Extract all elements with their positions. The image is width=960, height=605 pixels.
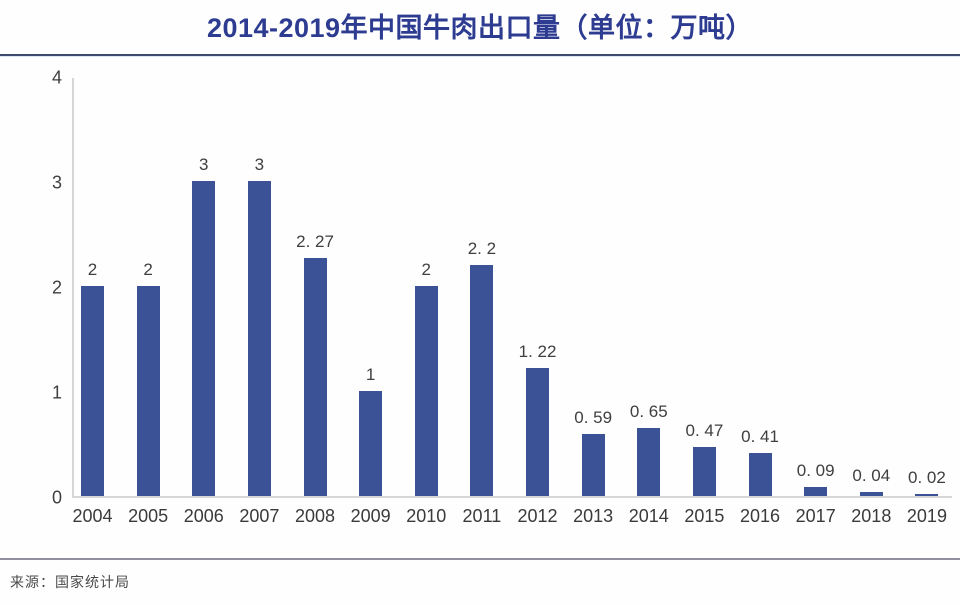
bar-value-label: 0. 04 xyxy=(852,465,891,485)
x-axis-tick-label: 2005 xyxy=(128,506,169,526)
x-axis-tick-label: 2012 xyxy=(517,506,558,526)
bar-2019 xyxy=(915,493,939,496)
y-axis-tick-label: 3 xyxy=(51,172,62,193)
x-axis-tick-label: 2014 xyxy=(628,506,669,526)
y-axis-tick-label: 4 xyxy=(51,67,62,88)
bar-value-label: 0. 59 xyxy=(574,408,613,428)
bar-2005 xyxy=(136,286,160,496)
x-axis-tick-label: 2015 xyxy=(684,506,725,526)
x-axis-tick-label: 2016 xyxy=(740,506,781,526)
bar-value-label: 0. 47 xyxy=(685,420,724,440)
bar-value-label: 0. 02 xyxy=(908,467,946,487)
bar-2008 xyxy=(303,257,327,496)
x-axis-tick-label: 2011 xyxy=(462,506,502,526)
source-note: 来源：国家统计局 xyxy=(10,574,130,590)
x-axis-tick-label: 2017 xyxy=(795,506,836,526)
bar-2004 xyxy=(81,286,104,496)
x-axis-tick-label: 2007 xyxy=(239,506,280,526)
y-axis-tick-label: 0 xyxy=(51,487,62,508)
x-axis-tick-label: 2013 xyxy=(573,506,614,526)
bar-value-label: 2 xyxy=(421,260,431,279)
bar-value-label: 2 xyxy=(143,260,153,279)
x-axis-tick-label: 2004 xyxy=(72,506,113,526)
bar-value-label: 3 xyxy=(199,155,209,174)
y-axis-tick-label: 1 xyxy=(51,382,62,403)
x-axis-tick-label: 2006 xyxy=(183,506,224,526)
x-axis-tick-label: 2008 xyxy=(294,506,336,526)
bar-2017 xyxy=(804,486,828,496)
x-axis-tick-label: 2009 xyxy=(350,506,391,526)
bar-value-label: 2 xyxy=(87,260,98,279)
bar-value-label: 0. 41 xyxy=(741,426,779,446)
header-divider-rule xyxy=(0,54,960,57)
bar-2011 xyxy=(470,265,494,496)
bar-value-label: 3 xyxy=(254,155,265,174)
bar-value-label: 1 xyxy=(365,365,376,384)
bar-2013 xyxy=(581,434,605,496)
bar-value-label: 1. 22 xyxy=(518,341,557,361)
bar-2006 xyxy=(192,181,216,496)
chart-title: 2014-2019年中国牛肉出口量（单位：万吨） xyxy=(206,13,754,43)
footer-divider-rule xyxy=(0,558,960,560)
bar-2016 xyxy=(748,452,772,496)
bar-2018 xyxy=(859,491,883,496)
bar-2010 xyxy=(414,286,438,496)
x-axis-tick-label: 2018 xyxy=(851,506,892,526)
bar-value-label: 0. 09 xyxy=(796,460,835,480)
bar-2009 xyxy=(359,391,383,496)
bar-2007 xyxy=(247,181,271,496)
x-axis-tick-label: 2010 xyxy=(406,506,447,526)
x-axis-tick-label: 2019 xyxy=(906,506,947,526)
bar-chart-plot-area: 0 1 2 3 4 2 2004 2 2005 3 2006 3 2007 2. 27 2008 1 2009 2… xyxy=(52,68,952,526)
bar-value-label: 0. 65 xyxy=(629,401,668,421)
y-axis-tick-label: 2 xyxy=(51,277,62,298)
bar-value-label: 2. 2 xyxy=(467,239,497,258)
bar-2014 xyxy=(637,427,661,496)
bar-2015 xyxy=(692,446,716,496)
bar-2012 xyxy=(526,367,550,496)
bar-value-label: 2. 27 xyxy=(296,231,334,251)
